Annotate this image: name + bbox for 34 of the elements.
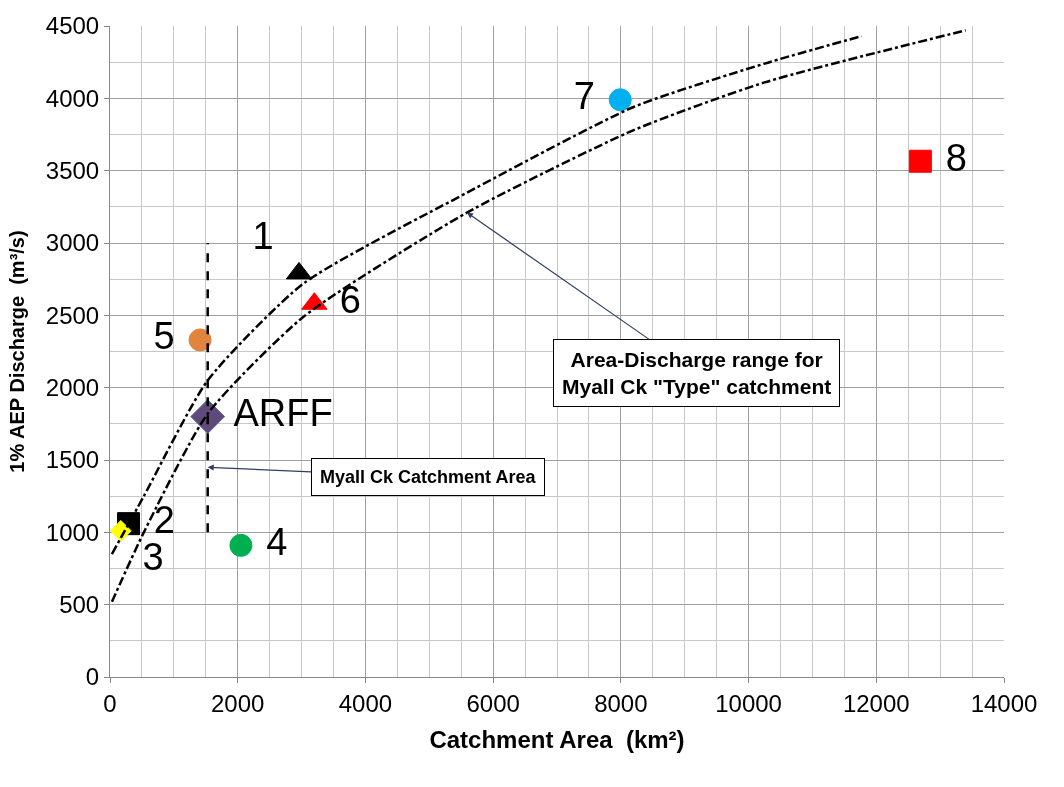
y-tick-label: 3000 bbox=[45, 229, 100, 257]
series-label: 7 bbox=[563, 75, 606, 118]
y-tick-label: 2000 bbox=[45, 374, 100, 402]
x-tick-label: 0 bbox=[103, 689, 117, 717]
line-series bbox=[110, 29, 967, 604]
point bbox=[608, 88, 632, 112]
y-tick-label: 1500 bbox=[45, 446, 100, 474]
y-tick-label: 4500 bbox=[45, 12, 100, 40]
point bbox=[188, 328, 212, 352]
series-label: 6 bbox=[329, 279, 372, 322]
point bbox=[908, 149, 932, 173]
x-tick-label: 12000 bbox=[842, 689, 910, 717]
x-tick-label: 10000 bbox=[715, 689, 782, 717]
annotation: Area-Discharge range for Myall Ck "Type" catchment bbox=[562, 348, 832, 399]
series-label: ARFF bbox=[224, 392, 344, 435]
x-tick-label: 6000 bbox=[466, 689, 520, 717]
series-label: 5 bbox=[143, 315, 186, 358]
y-tick-label: 4000 bbox=[45, 84, 100, 112]
series-label: 4 bbox=[255, 520, 298, 563]
x-axis-title: Catchment Area (km²) bbox=[429, 726, 685, 754]
y-tick-label: 1000 bbox=[45, 518, 100, 546]
x-tick-label: 8000 bbox=[594, 689, 648, 717]
y-tick-label: 2500 bbox=[45, 301, 100, 329]
series-label: 1 bbox=[242, 215, 285, 258]
series-label: 8 bbox=[935, 136, 978, 179]
y-tick-label: 0 bbox=[85, 663, 100, 691]
y-tick-label: 500 bbox=[59, 591, 100, 619]
x-tick-label: 4000 bbox=[338, 689, 393, 717]
point bbox=[229, 533, 253, 557]
annotation: Myall Ck Catchment Area bbox=[320, 467, 537, 487]
x-tick-label: 14000 bbox=[970, 689, 1038, 717]
y-axis-title: 1% AEP Discharge (m³/s) bbox=[6, 230, 29, 473]
x-tick-label: 2000 bbox=[211, 689, 265, 717]
y-tick-label: 3500 bbox=[45, 157, 100, 185]
